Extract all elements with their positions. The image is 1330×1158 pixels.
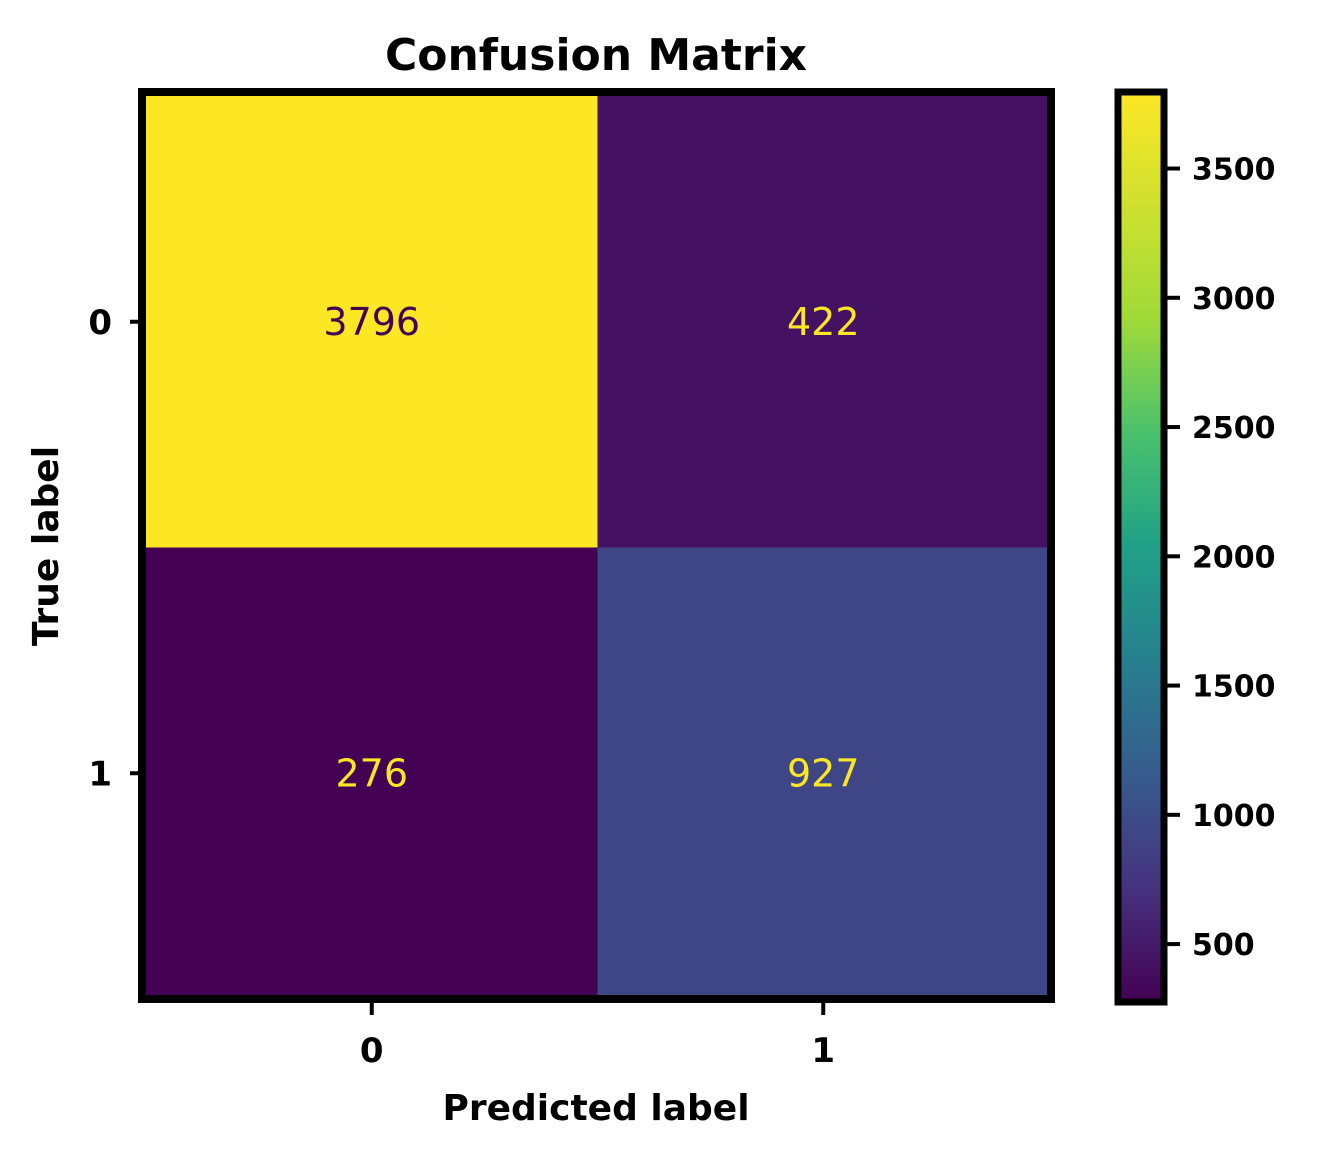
y-tick-label-1: 1 [88, 754, 112, 794]
heatmap-cell-0-1 [597, 96, 1050, 548]
colorbar-tick-label-5: 3000 [1192, 282, 1276, 317]
colorbar-tick-label-4: 2500 [1192, 411, 1276, 446]
x-axis-label: Predicted label [442, 1088, 749, 1129]
colorbar-tick-label-0: 500 [1192, 928, 1255, 963]
x-tick-label-0: 0 [360, 1031, 384, 1071]
x-tick-label-1: 1 [811, 1031, 835, 1071]
y-tick-label-0: 0 [88, 303, 112, 343]
heatmap-cell-1-0 [146, 547, 598, 1000]
cell-value-0-0: 3796 [323, 300, 420, 344]
y-axis-ticks: 01 [88, 303, 142, 794]
colorbar [1114, 88, 1168, 1006]
heatmap-cells [146, 96, 1050, 1000]
cell-value-1-1: 927 [787, 751, 860, 795]
cell-value-1-0: 276 [335, 751, 408, 795]
cell-value-0-1: 422 [787, 300, 860, 344]
heatmap-cell-labels: 3796 422 276 927 [323, 300, 859, 796]
heatmap-cell-0-0 [146, 96, 598, 548]
heatmap-cell-1-1 [597, 547, 1050, 1000]
y-axis-label: True label [26, 446, 67, 646]
colorbar-tick-label-1: 1000 [1192, 799, 1276, 834]
colorbar-tick-label-3: 2000 [1192, 540, 1276, 575]
colorbar-tick-label-6: 3500 [1192, 153, 1276, 188]
colorbar-tick-label-2: 1500 [1192, 670, 1276, 705]
colorbar-ticks: 500 1000 1500 2000 2500 3000 3500 [1166, 153, 1276, 963]
chart-title: Confusion Matrix [385, 30, 807, 81]
plot-frame [138, 88, 1055, 1003]
